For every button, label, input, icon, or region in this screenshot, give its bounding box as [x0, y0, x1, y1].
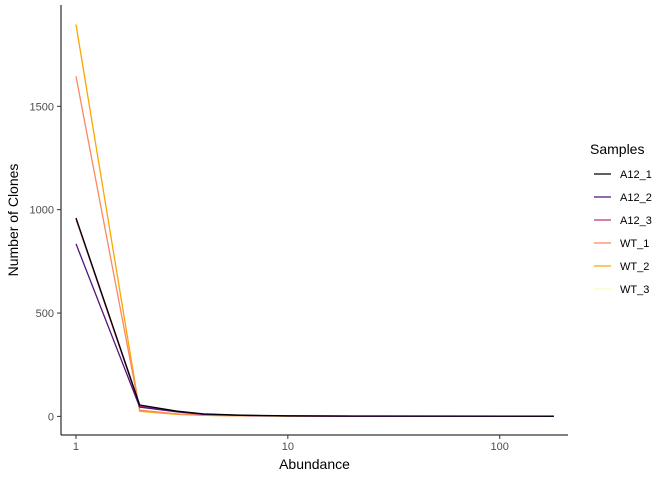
legend-items: A12_1 A12_2 A12_3 WT_1 WT_2 WT_3 [594, 169, 652, 296]
y-ticks: 0 500 1000 1500 [30, 101, 61, 423]
legend-label-a12-3: A12_3 [620, 215, 652, 227]
y-axis-title: Number of Clones [5, 164, 21, 277]
y-tick-label: 1500 [30, 101, 54, 113]
series-layer [75, 23, 554, 417]
x-tick-label: 1 [73, 441, 79, 453]
legend-label-wt-2: WT_2 [620, 261, 649, 273]
x-tick-label: 100 [491, 441, 509, 453]
y-tick-label: 500 [36, 308, 54, 320]
x-ticks: 1 10 100 [73, 435, 509, 453]
x-tick-label: 10 [282, 441, 294, 453]
legend-title: Samples [590, 141, 644, 157]
legend-label-a12-1: A12_1 [620, 169, 652, 181]
legend-label-wt-3: WT_3 [620, 284, 649, 296]
y-tick-label: 0 [48, 411, 54, 423]
series-line-a12-1 [75, 217, 554, 417]
legend: Samples A12_1 A12_2 A12_3 WT_1 WT_2 WT_3 [590, 141, 652, 296]
y-tick-label: 1000 [30, 205, 54, 217]
x-axis-title: Abundance [279, 456, 350, 472]
legend-label-wt-1: WT_1 [620, 238, 649, 250]
legend-label-a12-2: A12_2 [620, 192, 652, 204]
